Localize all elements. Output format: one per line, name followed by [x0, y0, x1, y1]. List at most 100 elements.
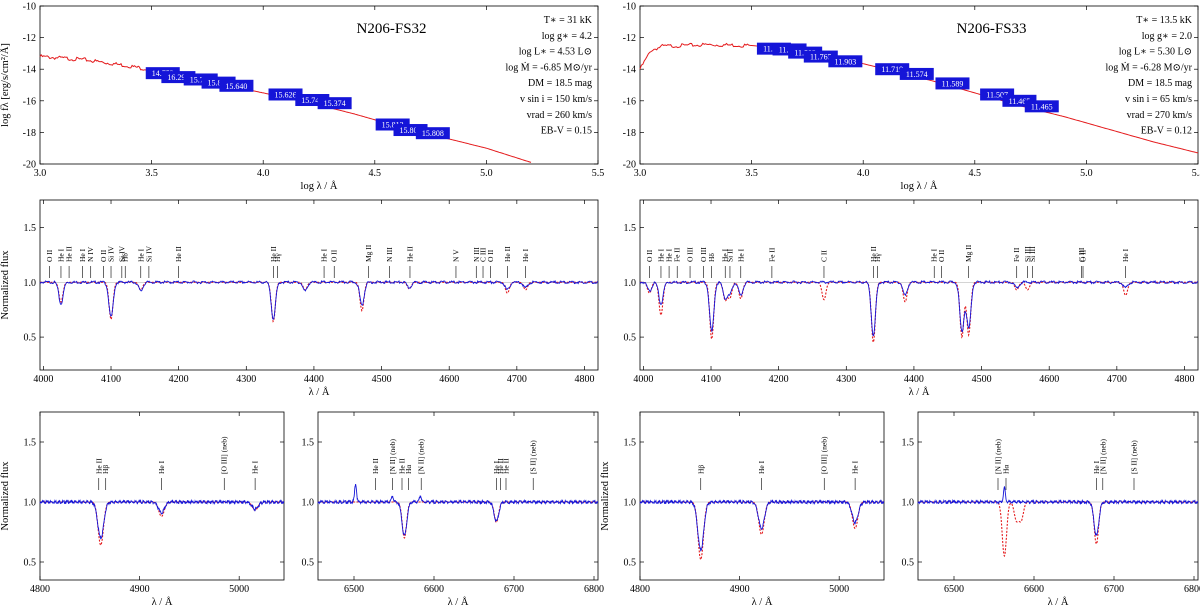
sed-fs32-xtick-label: 3.5	[145, 168, 158, 179]
spec-fs32-blue-ytick-label: 0.5	[24, 333, 37, 344]
spec-fs32-blue-xtick-label: 4600	[439, 374, 459, 385]
spec-fs32-blue-xtick-label: 4300	[236, 374, 256, 385]
sed-fs33-ytick-label: -16	[623, 96, 636, 107]
spec-fs33-blue-observed-spectrum	[639, 279, 1198, 337]
sed-fs32-frame	[39, 5, 599, 165]
spec-fs33-blue-line-id-label: Si II	[725, 248, 734, 262]
spec-fs33-hb-line-id-label: He I	[757, 460, 766, 474]
sed-fs33-phot-label: 11.507	[986, 90, 1008, 99]
spec-fs33-blue-line-id-label: O II	[1079, 249, 1088, 262]
sed-fs33-param: log g∗ = 2.0	[1142, 31, 1192, 42]
spec-fs33-ha-line-id-label: [N II] (neb)	[1098, 439, 1107, 474]
spec-fs33-blue-ytick-label: 1.5	[624, 223, 637, 234]
spec-fs33-blue-line-id-label: Hγ	[873, 253, 882, 262]
sed-fs32-param: T∗ = 31 kK	[544, 15, 593, 26]
spec-fs32-blue-ylabel: Normalized flux	[0, 250, 11, 320]
spec-fs32-blue-xtick-label: 4200	[169, 374, 189, 385]
sed-fs32-phot-label: 15.809	[400, 126, 422, 135]
spec-fs32-ha-line-id-label: Hα	[404, 465, 413, 474]
sed-fs32-phot-label: 15.771	[190, 75, 212, 84]
sed-fs33-phot-label: 11.589	[942, 79, 964, 88]
spec-fs32-ha-line-id-label: He II	[398, 458, 407, 474]
sed-fs33-phot-box	[875, 63, 910, 76]
spec-fs33-blue-line-id-label: O II	[645, 249, 654, 262]
spec-fs32-ha-ytick-label: 1.5	[302, 438, 315, 449]
spec-fs33-ha-xtick-label: 6600	[1024, 584, 1044, 595]
spec-fs33-hb-xtick-label: 4900	[730, 584, 750, 595]
sed-fs32-phot-label: 15.876	[208, 79, 230, 88]
sed-fs33-param: v sin i = 65 km/s	[1125, 94, 1192, 105]
spec-fs32-blue-line-id-label: Hγ	[273, 253, 282, 262]
spec-fs32-hb-line-id-label: He I	[251, 460, 260, 474]
spec-fs32-hb-ytick-label: 0.5	[24, 558, 37, 569]
sed-fs32-xtick-label: 4.5	[369, 168, 382, 179]
spec-fs32-hb-line-id-label: He II	[94, 458, 103, 474]
sed-fs32-title: N206-FS32	[357, 21, 427, 37]
spec-fs32-blue-xtick-label: 4400	[304, 374, 324, 385]
panel-frames	[39, 5, 1199, 581]
spec-fs33-blue-line-id-label: He I	[656, 248, 665, 262]
sed-fs33-param: EB-V = 0.12	[1141, 126, 1192, 137]
sed-fs33-param: log Ṁ = -6.28 M⊙/yr	[1105, 61, 1192, 73]
spec-fs32-blue-xtick-label: 4800	[574, 374, 594, 385]
sed-fs33-ytick-label: -10	[623, 2, 636, 13]
spec-fs32-ha-xlabel: λ / Å	[448, 596, 469, 608]
spec-fs33-blue-line-id-label: Si III	[1028, 246, 1037, 262]
spec-fs33-ha-xtick-label: 6700	[1104, 584, 1124, 595]
sed-fs32-ytick-label: -10	[23, 2, 36, 13]
sed-fs32-phot-label: 15.746	[301, 96, 323, 105]
spec-fs33-hb-ytick-label: 1.0	[624, 498, 637, 509]
spec-fs33-blue-xtick-label: 4200	[769, 374, 789, 385]
spec-fs33-blue-xtick-label: 4400	[904, 374, 924, 385]
spec-fs32-ha-line-id-label: [N II] (neb)	[388, 439, 397, 474]
sed-fs33-title: N206-FS33	[957, 21, 1027, 37]
spec-fs32-blue-line-id-label: Mg II	[364, 244, 373, 262]
sed-fs32-phot-box	[317, 97, 352, 110]
spec-fs32-blue-line-id-label: O II	[45, 249, 54, 262]
sed-fs33-param: log L∗ = 5.30 L⊙	[1119, 47, 1192, 58]
spec-fs32-blue-frame	[39, 199, 599, 371]
spec-fs32-ha-xtick-label: 6600	[424, 584, 444, 595]
sed-fs33-xtick-label: 3.0	[634, 168, 647, 179]
spec-fs32-ha-xtick-label: 6700	[504, 584, 524, 595]
sed-fs33-ytick-label: -12	[623, 33, 636, 44]
sed-fs32-xlabel: log λ / Å	[301, 180, 338, 192]
spec-fs33-blue-xtick-label: 4600	[1039, 374, 1059, 385]
spec-fs32-blue-line-id-label: O II	[330, 249, 339, 262]
spec-fs33-blue-line-id-label: He I	[930, 248, 939, 262]
spec-fs33-ha-ytick-label: 1.5	[902, 438, 915, 449]
spec-fs33-ha-line-id-label: [S II] (neb)	[1130, 440, 1139, 474]
spec-fs33-blue-line-id-label: He I	[736, 248, 745, 262]
spec-fs33-ha-observed-spectrum	[917, 486, 1199, 536]
spec-fs33-ha-frame	[917, 411, 1199, 581]
sed-fs33-xtick-label: 5.5	[1192, 168, 1200, 179]
spec-fs32-blue-ytick-label: 1.5	[24, 223, 37, 234]
sed-fs32-ytick-label: -16	[23, 96, 36, 107]
spec-fs32-hb-line-id-label: He I	[157, 460, 166, 474]
sed-fs33-phot-box	[899, 67, 934, 80]
spec-fs32-blue-xtick-label: 4000	[33, 374, 53, 385]
spec-fs32-blue-model-spectrum	[40, 281, 598, 323]
spec-fs32-blue-line-id-label: He I	[78, 248, 87, 262]
spec-fs33-blue-xtick-label: 4700	[1107, 374, 1127, 385]
spec-fs32-blue-line-id-label: He II	[269, 246, 278, 262]
spec-fs33-blue-line-id-label: He I	[1121, 248, 1130, 262]
spec-fs33-blue-line-id-label: Si III	[1023, 246, 1032, 262]
spec-fs32-hb-ytick-label: 1.5	[24, 438, 37, 449]
spec-fs33-hb-xtick-label: 5000	[829, 584, 849, 595]
spec-fs32-blue-line-id-label: He I	[136, 248, 145, 262]
sed-fs32-param: v sin i = 150 km/s	[520, 94, 592, 105]
spec-fs32-hb-xtick-label: 5000	[229, 584, 249, 595]
spec-fs32-blue-observed-spectrum	[39, 279, 598, 320]
sed-fs32-phot-box	[415, 127, 450, 140]
spec-fs32-blue-line-id-label: Si IV	[144, 245, 153, 262]
spec-fs33-hb-observed-spectrum	[639, 498, 885, 552]
spec-fs32-hb-xtick-label: 4900	[130, 584, 150, 595]
spec-fs32-blue-line-id-label: N III	[472, 247, 481, 262]
spec-fs32-blue-line-id-label: He I	[320, 248, 329, 262]
sed-fs32-param: log L∗ = 4.53 L⊙	[519, 47, 592, 58]
spec-fs32-blue-line-id-label: Si IV	[107, 245, 116, 262]
sed-fs33-phot-label: 11.719	[881, 65, 903, 74]
sed-fs33-phot-label: 11.765	[810, 53, 832, 62]
sed-fs33-phot-box	[935, 77, 970, 90]
